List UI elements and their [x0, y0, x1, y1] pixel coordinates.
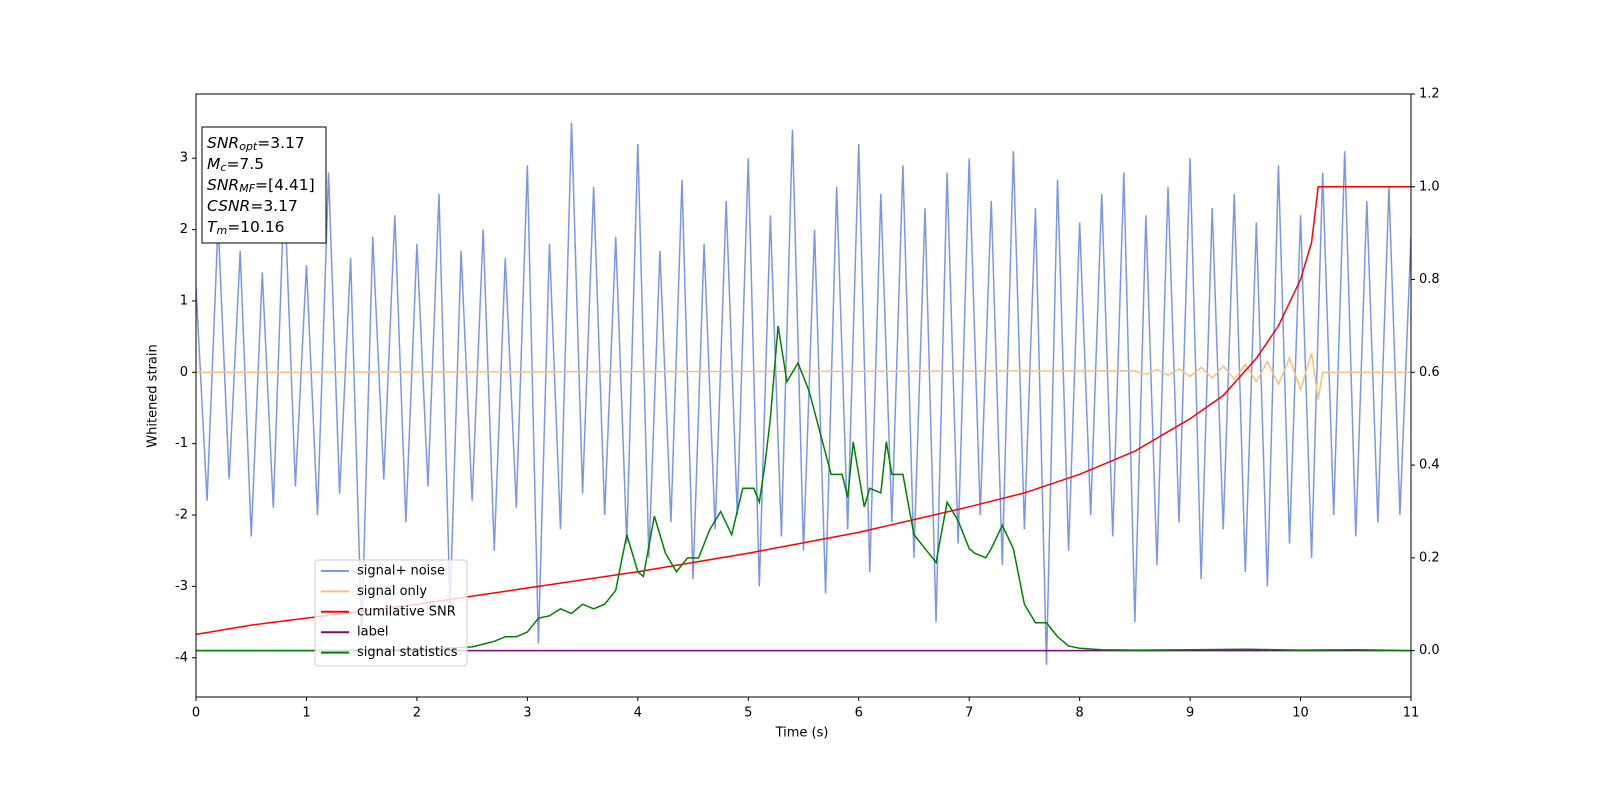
legend-label: label — [357, 625, 388, 640]
y-axis-label: Whitened strain — [146, 344, 161, 447]
annotation-frame — [201, 126, 327, 244]
y-tick-label: 0 — [180, 365, 188, 380]
annotation-value: =3.17 — [257, 134, 305, 152]
y2-tick-label: 1.0 — [1419, 179, 1440, 194]
x-tick-label: 10 — [1292, 706, 1309, 721]
legend-label: cumilative SNR — [357, 604, 456, 619]
x-tick-label: 5 — [744, 706, 752, 721]
y-tick-label: 1 — [180, 293, 188, 308]
legend-label: signal only — [357, 584, 427, 599]
annotation: CSNR=3.17 — [207, 197, 298, 215]
annotation-symbol: SNR — [207, 134, 239, 152]
series-line — [196, 352, 1411, 400]
series-line — [196, 325, 1411, 652]
annotation-subscript: opt — [239, 140, 258, 153]
annotation-value: =7.5 — [226, 155, 264, 173]
y-tick-label: 3 — [180, 151, 188, 166]
annotation-box: SNRopt=3.17Mc=7.5SNRMF=[4.41]CSNR=3.17Tm… — [201, 126, 327, 244]
y2-tick-label: 0.0 — [1419, 643, 1440, 658]
annotation-symbol: T — [207, 218, 218, 236]
y-tick-label: 2 — [180, 222, 188, 237]
x-tick-label: 6 — [855, 706, 863, 721]
x-tick-label: 8 — [1075, 706, 1083, 721]
x-tick-label: 2 — [413, 706, 421, 721]
legend: signal+ noise signal only cumilative SNR la… — [314, 559, 468, 667]
x-tick-label: 9 — [1186, 706, 1194, 721]
annotation: SNRopt=3.17 — [207, 134, 305, 154]
legend-frame — [314, 559, 468, 667]
x-tick-label: 7 — [965, 706, 973, 721]
annotation-subscript: m — [216, 224, 227, 237]
annotation: SNRMF=[4.41] — [207, 176, 315, 196]
y2-tick-label: 0.2 — [1419, 550, 1440, 565]
y-tick-label: -4 — [175, 650, 188, 665]
y-tick-label: -3 — [175, 579, 188, 594]
annotation-value: =[4.41] — [255, 176, 315, 194]
x-tick-label: 0 — [192, 706, 200, 721]
y-tick-label: -1 — [175, 436, 188, 451]
y2-tick-label: 1.2 — [1419, 87, 1440, 102]
annotation: Mc=7.5 — [207, 155, 264, 175]
annotation: Tm=10.16 — [207, 218, 285, 238]
annotation-symbol: M — [207, 155, 220, 173]
series-line — [196, 122, 1411, 665]
y2-tick-label: 0.8 — [1419, 272, 1440, 287]
plot-frame — [195, 93, 1412, 698]
y-tick-label: -2 — [175, 508, 188, 523]
x-tick-label: 1 — [302, 706, 310, 721]
annotation-value: =3.17 — [250, 197, 298, 215]
x-tick-label: 11 — [1403, 706, 1420, 721]
annotation-value: =10.16 — [227, 218, 284, 236]
annotation-symbol: SNR — [207, 176, 239, 194]
y2-tick-label: 0.6 — [1419, 365, 1440, 380]
x-axis-label: Time (s) — [775, 726, 829, 741]
x-tick-label: 3 — [523, 706, 531, 721]
annotation-subscript: c — [220, 161, 226, 174]
y2-tick-label: 0.4 — [1419, 458, 1440, 473]
x-tick-label: 4 — [634, 706, 642, 721]
annotation-subscript: MF — [239, 182, 255, 195]
legend-label: signal statistics — [357, 645, 458, 660]
legend-label: signal+ noise — [357, 564, 445, 579]
annotation-symbol: CSNR — [207, 197, 250, 215]
